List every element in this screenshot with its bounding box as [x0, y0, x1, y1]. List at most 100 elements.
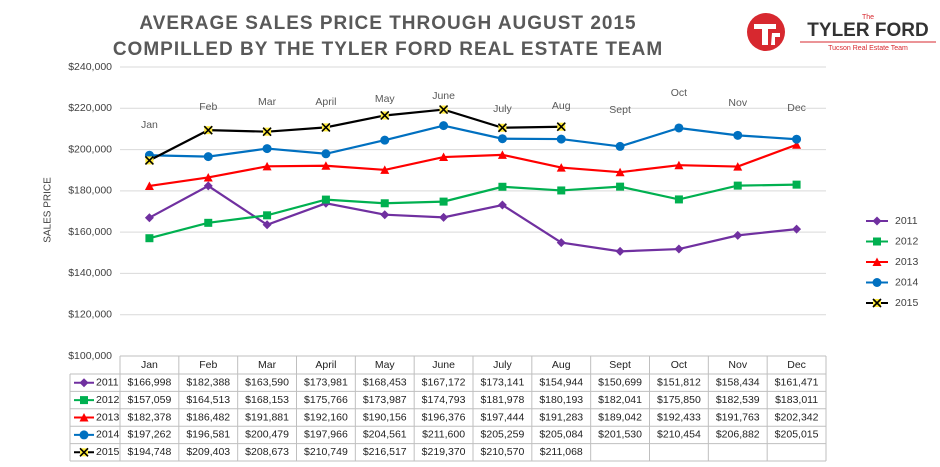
table-header: Feb: [199, 359, 217, 371]
logo: The TYLER FORD Tucson Real Estate Team: [747, 13, 936, 52]
table-cell: $167,172: [422, 376, 466, 388]
table-cell: $161,471: [775, 376, 819, 388]
legend-label: 2015: [895, 297, 919, 309]
point: [872, 278, 882, 287]
point: [615, 246, 625, 256]
point: [380, 165, 390, 174]
logo-glyph: [754, 24, 780, 45]
table-header: April: [315, 359, 336, 371]
y-axis-label: SALES PRICE: [43, 177, 54, 243]
table-cell: $205,015: [775, 429, 819, 441]
point-x: [439, 105, 449, 115]
table-cell: $166,998: [128, 376, 172, 388]
point: [556, 134, 566, 144]
table-header: July: [493, 359, 512, 371]
point: [80, 396, 88, 405]
category-label: Jan: [141, 119, 158, 131]
point: [439, 152, 449, 162]
y-tick-label: $180,000: [68, 185, 112, 197]
point: [498, 182, 507, 191]
point: [79, 430, 89, 440]
point: [733, 162, 743, 171]
table-cell: $192,160: [304, 411, 348, 423]
point-x: [556, 122, 566, 132]
point: [439, 121, 449, 131]
point: [144, 155, 154, 165]
table-cell: $206,882: [716, 429, 760, 441]
table-cell: $200,479: [245, 429, 289, 441]
point: [203, 181, 213, 191]
table-cell: $201,530: [598, 429, 642, 441]
table-cell: $174,793: [422, 394, 466, 406]
category-label: July: [493, 103, 512, 115]
table-cell: $197,444: [481, 411, 525, 423]
point: [203, 172, 213, 182]
logo-top: The: [862, 14, 874, 21]
table-row-label: 2011: [96, 376, 119, 388]
point-x: [380, 110, 390, 121]
point: [792, 134, 802, 144]
table-header: Nov: [728, 359, 747, 371]
point: [674, 244, 684, 254]
point: [872, 257, 882, 266]
point: [321, 195, 330, 204]
point-x: [79, 447, 89, 457]
point: [439, 197, 448, 206]
chart-title: AVERAGE SALES PRICE THROUGH AUGUST 2015: [139, 13, 636, 34]
table-cell: $208,673: [245, 446, 289, 458]
point-x: [262, 127, 272, 137]
table-cell: $219,370: [422, 446, 466, 458]
point: [79, 447, 89, 457]
point: [873, 237, 881, 246]
table-cell: $183,011: [775, 394, 818, 406]
category-label: Dec: [787, 102, 806, 114]
table-header: Jan: [141, 359, 158, 371]
category-label: Mar: [258, 96, 277, 108]
point: [439, 105, 449, 115]
point: [79, 378, 89, 388]
table-header: Sept: [609, 359, 631, 371]
category-label: Feb: [199, 101, 217, 113]
series-line: [149, 124, 797, 158]
category-label: May: [375, 93, 396, 105]
category-label: Sept: [609, 104, 631, 116]
point: [615, 167, 625, 177]
table-cell: $204,561: [363, 429, 407, 441]
table-cell: $163,590: [245, 376, 289, 388]
point: [792, 180, 801, 189]
table-cell: $154,944: [539, 376, 583, 388]
logo-name: TYLER FORD: [807, 20, 928, 41]
table-cell: $164,513: [186, 394, 230, 406]
series-line: [148, 108, 562, 162]
table-cell: $168,153: [245, 394, 289, 406]
point-x: [872, 298, 882, 308]
table-cell: $205,259: [481, 429, 525, 441]
point-x: [497, 123, 507, 133]
point: [733, 130, 743, 140]
table-header: Aug: [552, 359, 571, 371]
category-label: April: [315, 96, 336, 108]
point-x: [144, 155, 154, 165]
point: [556, 122, 566, 132]
table-cell: $168,453: [363, 376, 407, 388]
table-cell: $173,141: [481, 376, 525, 388]
table-row-label: 2012: [96, 394, 120, 406]
point: [262, 144, 272, 154]
table-cell: $196,376: [422, 411, 466, 423]
y-tick-label: $140,000: [68, 267, 112, 279]
table-cell: $216,517: [363, 446, 407, 458]
table-cell: $197,262: [128, 429, 172, 441]
table-cell: $180,193: [539, 394, 583, 406]
series-line: [148, 184, 797, 253]
category-label: Aug: [552, 100, 571, 112]
table-cell: $182,539: [716, 394, 760, 406]
point: [792, 224, 802, 234]
y-tick-label: $100,000: [68, 350, 112, 362]
table-cell: $182,378: [128, 411, 172, 423]
table-cell: $175,850: [657, 394, 701, 406]
point: [144, 181, 154, 190]
legend-label: 2014: [895, 276, 919, 288]
table-cell: $182,041: [598, 394, 642, 406]
point: [380, 110, 390, 121]
